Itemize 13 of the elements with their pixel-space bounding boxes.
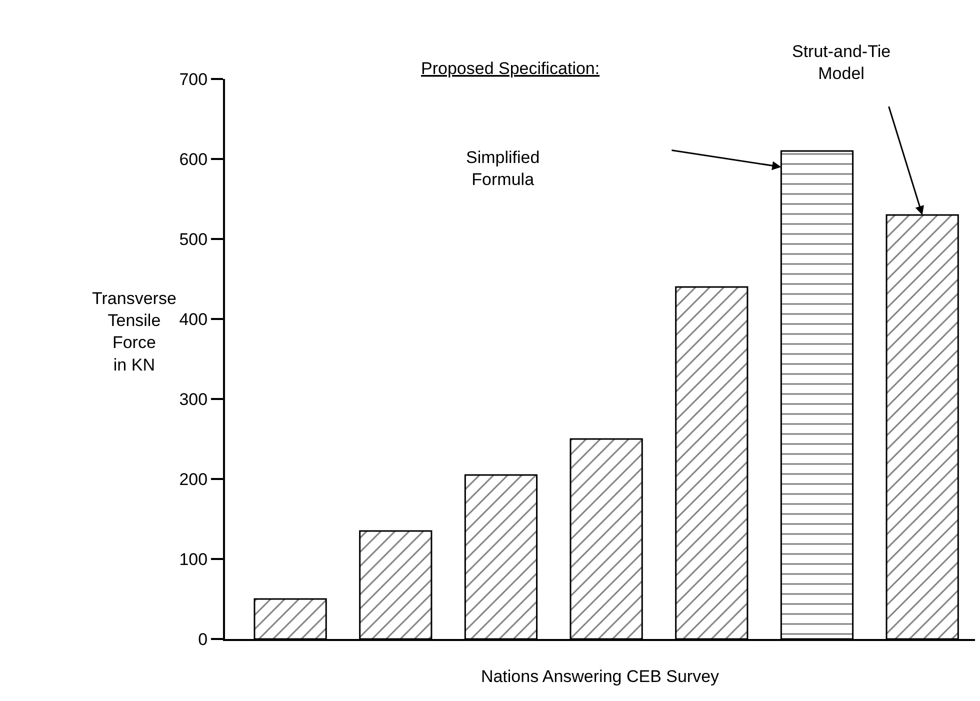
y-tick-label: 700 [179, 70, 208, 89]
y-tick-label: 100 [179, 550, 208, 569]
y-axis-title: Transverse Tensile Force in KN [92, 289, 176, 374]
y-tick-label: 600 [179, 150, 208, 169]
y-tick-label: 200 [179, 470, 208, 489]
text: Proposed Specification: [421, 59, 600, 78]
y-tick-label: 500 [179, 230, 208, 249]
y-tick-label: 400 [179, 310, 208, 329]
x-axis-title: Nations Answering CEB Survey [480, 666, 720, 686]
annotation: Strut-and-Tie Model [792, 42, 891, 84]
annotation: Simplified Formula [466, 148, 540, 190]
y-tick-label: 300 [179, 390, 208, 409]
y-tick-label: 0 [198, 630, 208, 649]
